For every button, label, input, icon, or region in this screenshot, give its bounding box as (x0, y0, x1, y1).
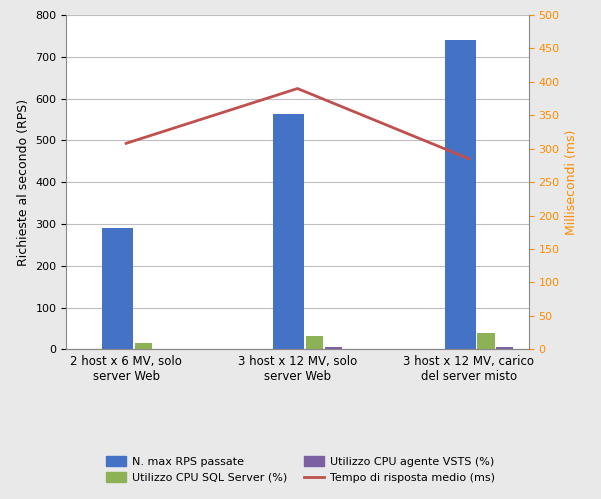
Bar (102, 228, 133, 349)
Legend: N. max RPS passate, Utilizzo CPU SQL Server (%), Utilizzo CPU agente VSTS (%), T: N. max RPS passate, Utilizzo CPU SQL Ser… (101, 451, 500, 489)
Y-axis label: Millisecondi (ms): Millisecondi (ms) (566, 129, 578, 235)
Bar (135, 343, 152, 349)
Bar (325, 347, 342, 349)
Y-axis label: Richieste al secondo (RPS): Richieste al secondo (RPS) (17, 99, 29, 265)
Bar (477, 332, 495, 349)
Bar (496, 347, 513, 349)
Bar (445, 40, 476, 349)
Bar (306, 336, 323, 349)
Bar (273, 114, 304, 349)
